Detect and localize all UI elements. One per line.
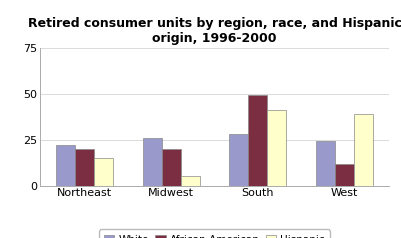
Bar bbox=[335, 164, 354, 186]
Bar bbox=[354, 114, 373, 186]
Bar bbox=[267, 110, 286, 186]
Bar bbox=[162, 149, 181, 186]
Bar bbox=[75, 149, 94, 186]
Bar bbox=[248, 95, 267, 186]
Bar bbox=[181, 176, 200, 186]
Bar bbox=[229, 134, 248, 186]
Bar bbox=[316, 141, 335, 186]
Legend: White, African-American, Hispanic: White, African-American, Hispanic bbox=[99, 229, 330, 238]
Title: Retired consumer units by region, race, and Hispanic
origin, 1996-2000: Retired consumer units by region, race, … bbox=[28, 17, 401, 45]
Bar bbox=[143, 138, 162, 186]
Bar bbox=[94, 158, 113, 186]
Bar bbox=[56, 145, 75, 186]
